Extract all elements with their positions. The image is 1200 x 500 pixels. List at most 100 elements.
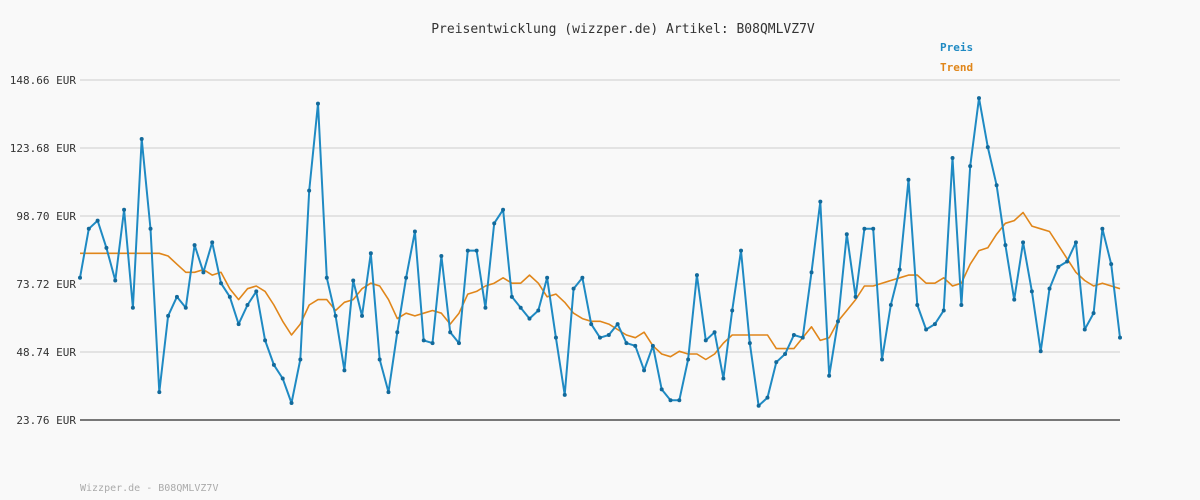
- data-point-preis: [456, 341, 461, 346]
- data-point-preis: [113, 278, 118, 283]
- data-point-preis: [642, 368, 647, 373]
- data-point-preis: [915, 303, 920, 308]
- data-point-preis: [386, 390, 391, 395]
- data-point-preis: [166, 313, 171, 318]
- data-point-preis: [236, 322, 241, 327]
- series-line-preis: [79, 97, 1121, 407]
- data-point-preis: [1003, 243, 1008, 248]
- chart-title: Preisentwicklung (wizzper.de) Artikel: B…: [431, 22, 815, 37]
- data-point-preis: [615, 322, 620, 327]
- data-point-preis: [1100, 226, 1105, 231]
- data-point-preis: [906, 177, 911, 182]
- data-point-preis: [210, 240, 215, 245]
- y-tick-label: 98.70 EUR: [16, 210, 76, 223]
- data-point-preis: [139, 136, 144, 141]
- data-point-preis: [219, 281, 224, 286]
- data-point-preis: [368, 251, 373, 256]
- data-point-preis: [659, 387, 664, 392]
- data-point-preis: [289, 401, 294, 406]
- data-point-preis: [694, 273, 699, 278]
- data-point-preis: [1029, 289, 1034, 294]
- data-point-preis: [941, 308, 946, 313]
- data-point-preis: [227, 294, 232, 299]
- data-point-preis: [201, 270, 206, 275]
- data-point-preis: [606, 332, 611, 337]
- data-point-preis: [271, 362, 276, 367]
- data-point-preis: [968, 164, 973, 169]
- data-point-preis: [809, 270, 814, 275]
- data-point-preis: [360, 313, 365, 318]
- data-point-preis: [157, 390, 162, 395]
- data-point-preis: [245, 303, 250, 308]
- y-tick-label: 73.72 EUR: [16, 278, 76, 291]
- data-point-preis: [1082, 327, 1087, 332]
- data-point-preis: [430, 341, 435, 346]
- data-point-preis: [518, 305, 523, 310]
- legend-trend: Trend: [940, 61, 973, 74]
- data-point-preis: [571, 286, 576, 291]
- y-axis-ticks: 148.66 EUR 123.68 EUR 98.70 EUR 73.72 EUR 48…: [10, 74, 77, 427]
- data-point-preis: [756, 403, 761, 408]
- data-point-preis: [562, 392, 567, 397]
- data-point-preis: [985, 145, 990, 150]
- data-point-preis: [774, 360, 779, 365]
- data-point-preis: [1012, 297, 1017, 302]
- data-point-preis: [703, 338, 708, 343]
- data-point-preis: [333, 313, 338, 318]
- data-point-preis: [1073, 240, 1078, 245]
- data-point-preis: [351, 278, 356, 283]
- data-point-preis: [668, 398, 673, 403]
- data-point-preis: [501, 207, 506, 212]
- data-point-preis: [880, 357, 885, 362]
- data-point-preis: [650, 343, 655, 348]
- data-point-preis: [1038, 349, 1043, 354]
- data-point-preis: [315, 101, 320, 106]
- data-point-preis: [624, 341, 629, 346]
- data-point-preis: [800, 335, 805, 340]
- data-point-preis: [412, 229, 417, 234]
- data-point-preis: [835, 319, 840, 324]
- data-point-preis: [1109, 262, 1114, 267]
- data-point-preis: [492, 221, 497, 226]
- data-point-preis: [721, 376, 726, 381]
- data-point-preis: [122, 207, 127, 212]
- series-line-trend: [80, 211, 1121, 361]
- data-point-preis: [1021, 240, 1026, 245]
- data-point-preis: [791, 332, 796, 337]
- data-point-preis: [844, 232, 849, 237]
- series-layer: [78, 96, 1122, 408]
- data-point-preis: [130, 305, 135, 310]
- data-point-preis: [483, 305, 488, 310]
- data-point-preis: [174, 294, 179, 299]
- data-point-preis: [598, 335, 602, 340]
- data-point-preis: [1047, 286, 1052, 291]
- data-point-preis: [545, 275, 550, 280]
- data-point-preis: [853, 294, 858, 299]
- data-point-preis: [827, 373, 832, 378]
- data-point-preis: [580, 275, 585, 280]
- data-point-preis: [342, 368, 347, 373]
- data-point-preis: [589, 322, 594, 327]
- data-point-preis: [871, 226, 876, 231]
- data-point-preis: [712, 330, 717, 335]
- data-point-preis: [104, 245, 109, 250]
- y-tick-label: 48.74 EUR: [16, 346, 76, 359]
- data-point-preis: [633, 343, 638, 348]
- data-point-preis: [421, 338, 426, 343]
- data-point-preis: [686, 357, 691, 362]
- data-point-preis: [959, 303, 964, 308]
- data-point-preis: [183, 305, 188, 310]
- data-point-preis: [395, 330, 400, 335]
- data-point-preis: [307, 188, 312, 193]
- data-point-preis: [404, 275, 409, 280]
- data-point-preis: [862, 226, 867, 231]
- data-point-preis: [765, 395, 770, 400]
- legend-preis: Preis: [940, 41, 973, 54]
- data-point-preis: [254, 289, 259, 294]
- data-point-preis: [818, 199, 823, 204]
- data-point-preis: [730, 308, 735, 313]
- data-point-preis: [86, 226, 91, 231]
- data-point-preis: [1056, 264, 1061, 269]
- data-point-preis: [924, 327, 929, 332]
- data-point-preis: [465, 248, 470, 253]
